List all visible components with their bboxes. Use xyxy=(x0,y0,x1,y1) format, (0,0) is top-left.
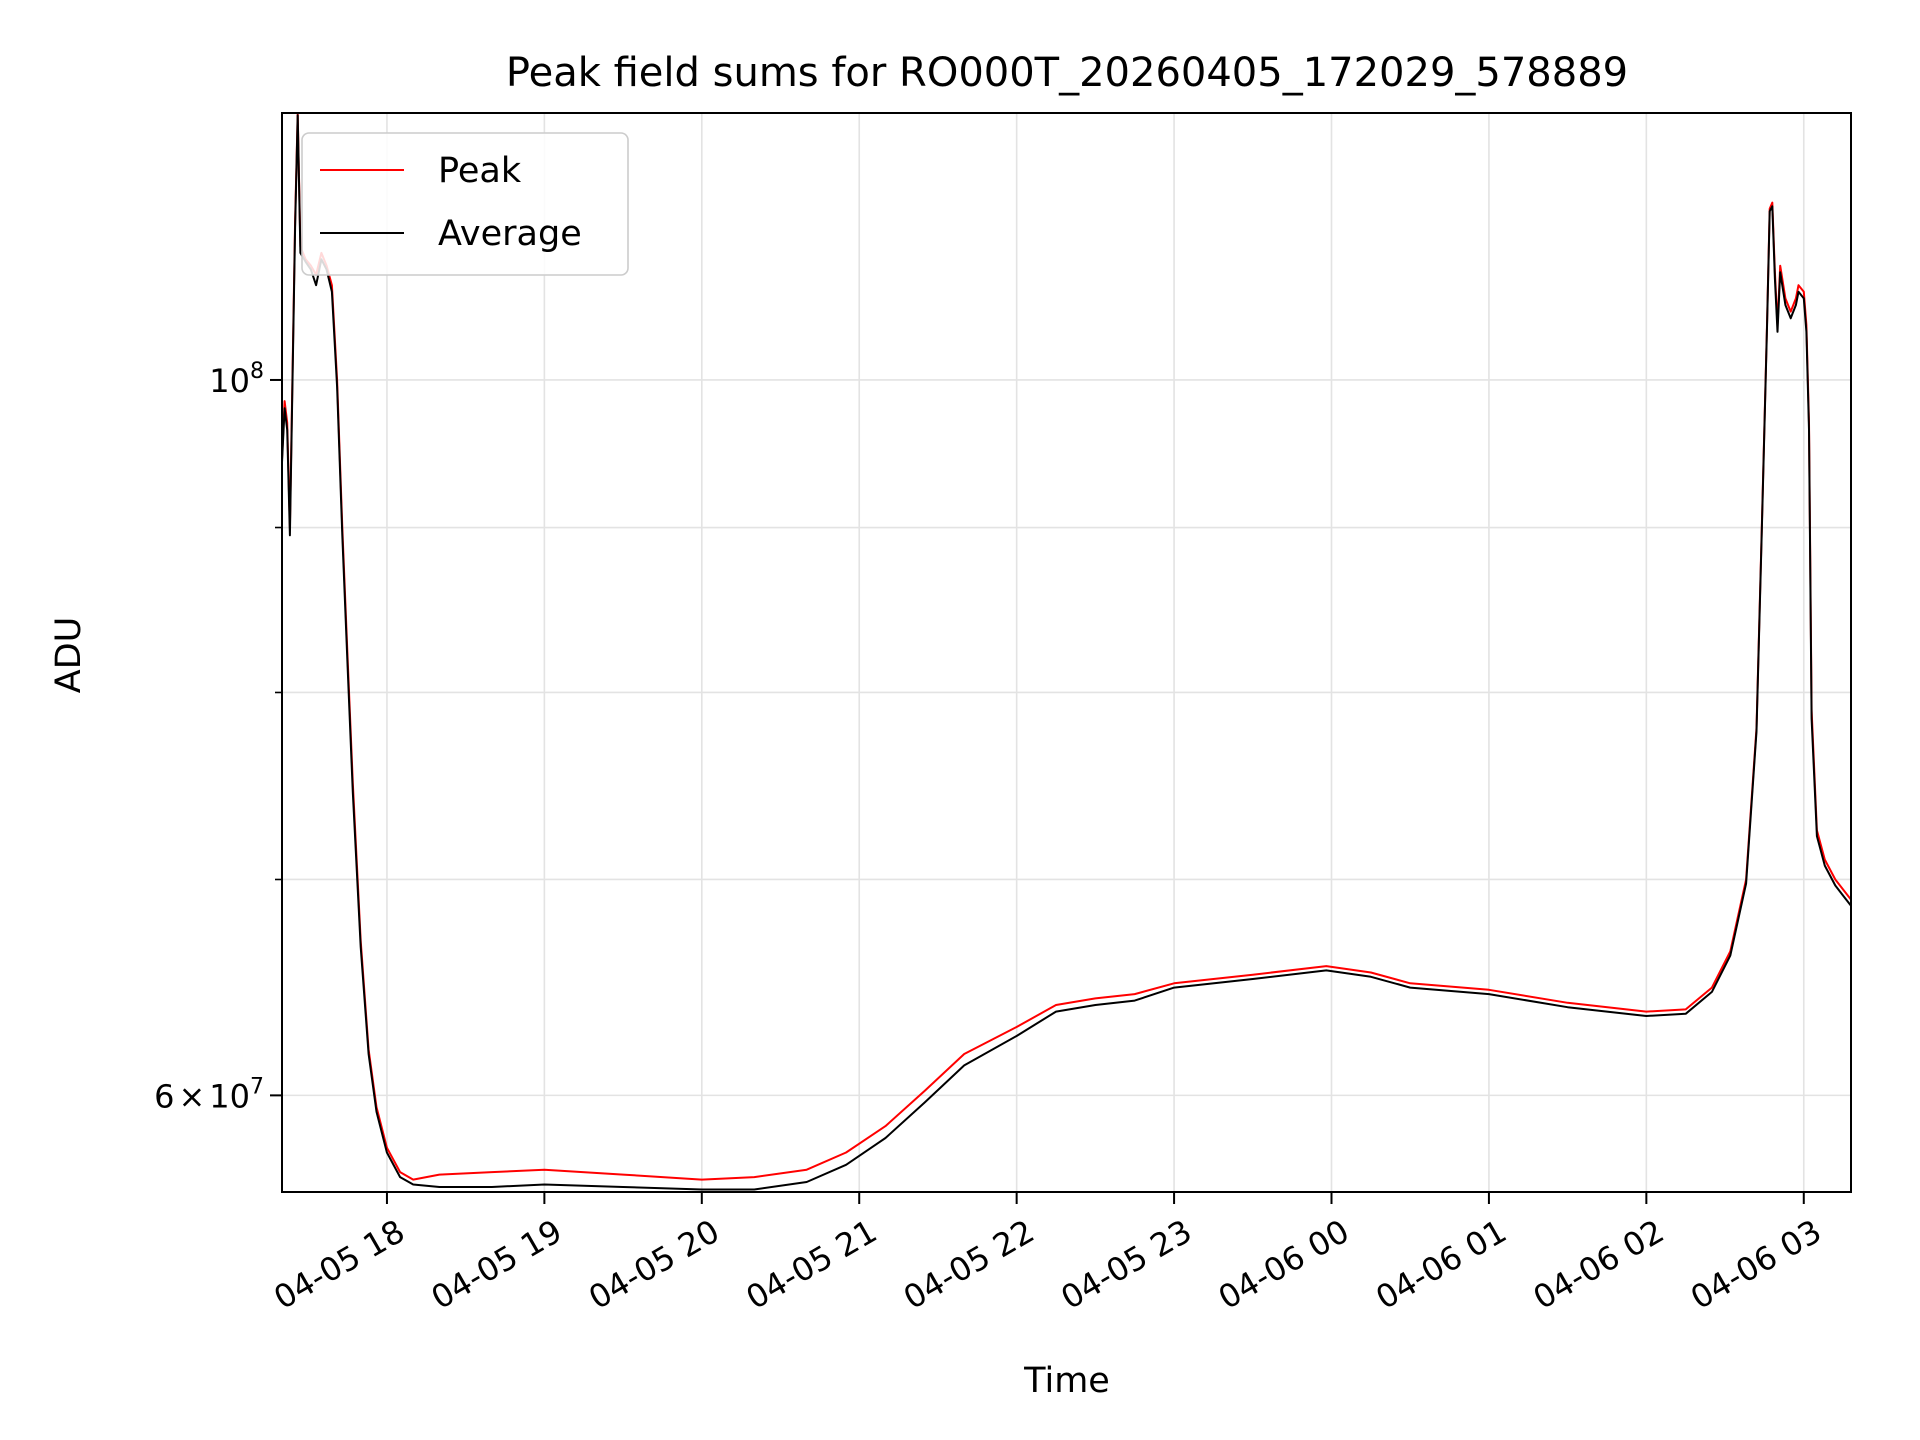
series-line-average xyxy=(282,114,1851,1191)
y-tick-base: 6 xyxy=(154,1077,174,1115)
legend-box xyxy=(301,132,629,276)
series-line-peak xyxy=(282,113,1851,1181)
plot-area xyxy=(282,113,1851,1191)
y-axis-label: ADU xyxy=(49,617,89,694)
y-tick-label: 108 xyxy=(209,359,264,400)
chart-title: Peak field sums for RO000T_20260405_1720… xyxy=(506,50,1628,96)
y-tick-op: × xyxy=(178,1077,205,1115)
legend: Peak Average xyxy=(301,132,629,276)
grid xyxy=(282,113,1851,1192)
legend-label: Average xyxy=(438,214,582,254)
y-tick-exponent: 7 xyxy=(250,1074,264,1099)
y-tick-mantissa: 10 xyxy=(209,362,250,400)
y-tick-mantissa: 10 xyxy=(209,1077,250,1115)
legend-label: Peak xyxy=(438,151,522,191)
y-tick-exponent: 8 xyxy=(250,359,264,384)
x-axis-label: Time xyxy=(1023,1361,1110,1401)
y-tick-label: 6 × 107 xyxy=(154,1074,264,1115)
plot-frame xyxy=(281,112,1852,1193)
